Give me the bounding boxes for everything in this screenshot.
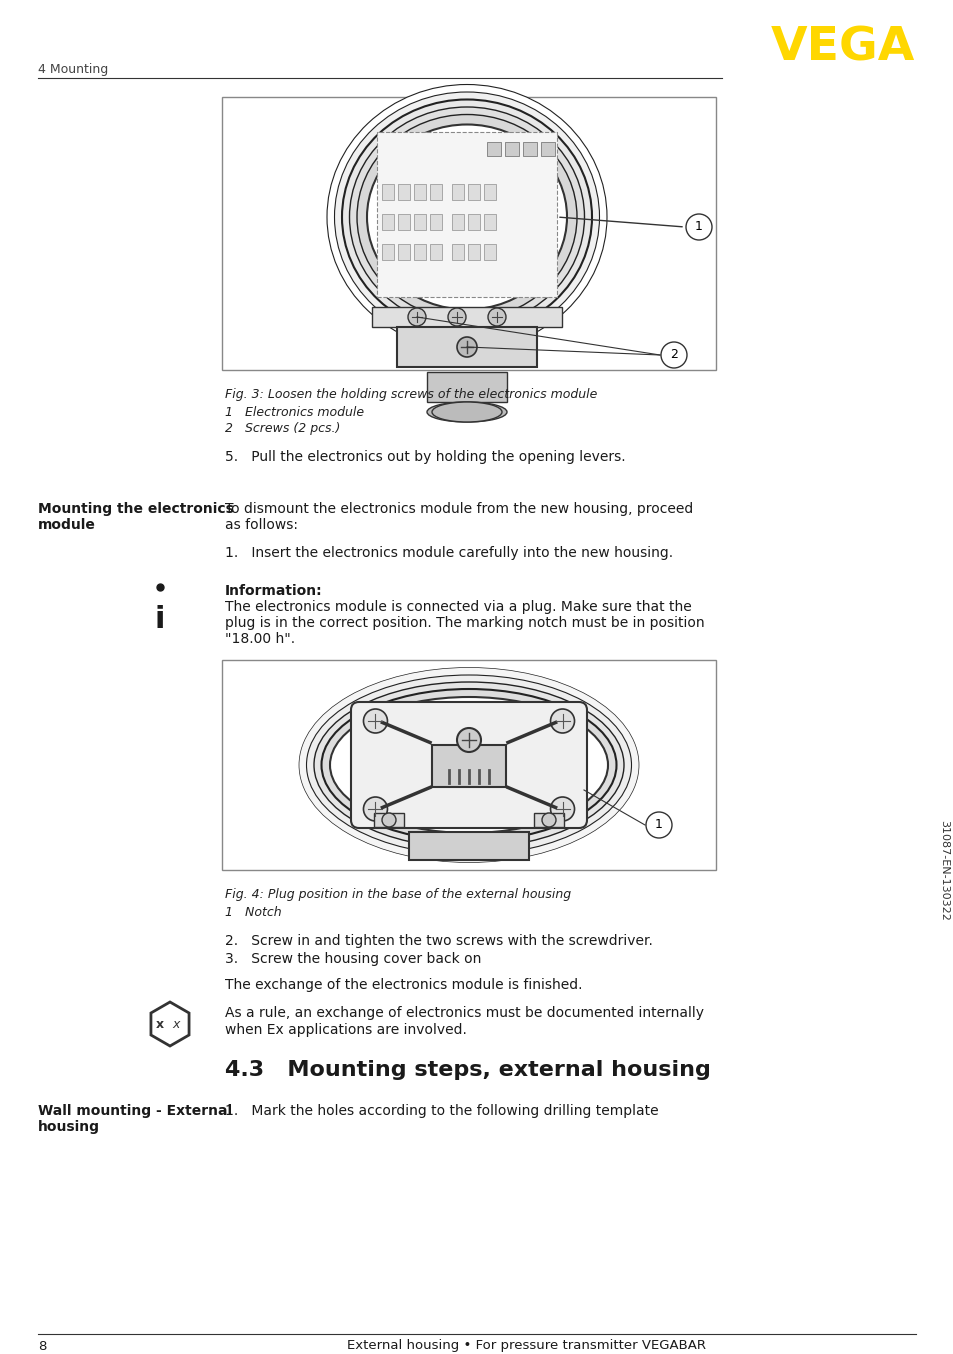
Text: To dismount the electronics module from the new housing, proceed: To dismount the electronics module from … bbox=[225, 502, 693, 516]
Circle shape bbox=[363, 709, 387, 733]
Bar bbox=[534, 812, 563, 827]
Text: Fig. 3: Loosen the holding screws of the electronics module: Fig. 3: Loosen the holding screws of the… bbox=[225, 389, 597, 401]
Bar bbox=[409, 831, 529, 860]
Bar bbox=[483, 214, 496, 230]
Text: plug is in the correct position. The marking notch must be in position: plug is in the correct position. The mar… bbox=[225, 616, 704, 630]
Bar bbox=[414, 184, 426, 200]
Bar bbox=[430, 184, 441, 200]
Text: "18.00 h".: "18.00 h". bbox=[225, 632, 294, 646]
Circle shape bbox=[408, 307, 426, 326]
Bar bbox=[381, 244, 394, 260]
Text: VEGA: VEGA bbox=[770, 26, 914, 70]
Ellipse shape bbox=[335, 92, 598, 343]
Bar bbox=[222, 97, 716, 370]
Bar bbox=[452, 244, 463, 260]
Ellipse shape bbox=[321, 689, 616, 841]
Ellipse shape bbox=[349, 107, 584, 328]
Ellipse shape bbox=[330, 697, 607, 833]
Ellipse shape bbox=[327, 84, 606, 349]
Bar bbox=[452, 184, 463, 200]
Bar bbox=[452, 214, 463, 230]
Circle shape bbox=[550, 709, 574, 733]
Bar bbox=[376, 131, 557, 297]
Circle shape bbox=[488, 307, 505, 326]
Bar bbox=[483, 184, 496, 200]
Bar bbox=[381, 184, 394, 200]
Ellipse shape bbox=[298, 668, 639, 862]
Bar bbox=[468, 244, 479, 260]
Bar bbox=[397, 184, 410, 200]
Text: The exchange of the electronics module is finished.: The exchange of the electronics module i… bbox=[225, 978, 582, 992]
Text: Fig. 4: Plug position in the base of the external housing: Fig. 4: Plug position in the base of the… bbox=[225, 888, 571, 900]
Circle shape bbox=[645, 812, 671, 838]
Bar bbox=[468, 214, 479, 230]
Bar bbox=[414, 244, 426, 260]
Circle shape bbox=[550, 798, 574, 821]
Text: 4.3   Mounting steps, external housing: 4.3 Mounting steps, external housing bbox=[225, 1060, 710, 1080]
Bar bbox=[468, 184, 479, 200]
Bar bbox=[522, 142, 537, 156]
FancyBboxPatch shape bbox=[432, 745, 505, 787]
Text: when Ex applications are involved.: when Ex applications are involved. bbox=[225, 1024, 466, 1037]
Ellipse shape bbox=[314, 682, 623, 848]
Bar bbox=[427, 372, 506, 402]
Ellipse shape bbox=[432, 402, 501, 422]
Text: Mounting the electronics: Mounting the electronics bbox=[38, 502, 233, 516]
Bar bbox=[486, 142, 500, 156]
Circle shape bbox=[448, 307, 465, 326]
Text: 31087-EN-130322: 31087-EN-130322 bbox=[938, 819, 948, 921]
Text: x: x bbox=[155, 1017, 164, 1030]
Text: External housing • For pressure transmitter VEGABAR: External housing • For pressure transmit… bbox=[347, 1339, 706, 1353]
Polygon shape bbox=[151, 1002, 189, 1047]
Text: 1   Notch: 1 Notch bbox=[225, 906, 281, 919]
Ellipse shape bbox=[341, 99, 592, 334]
Circle shape bbox=[381, 812, 395, 827]
Text: x: x bbox=[172, 1017, 179, 1030]
Ellipse shape bbox=[356, 115, 577, 320]
Bar bbox=[397, 214, 410, 230]
Text: 5.   Pull the electronics out by holding the opening levers.: 5. Pull the electronics out by holding t… bbox=[225, 450, 625, 464]
Bar bbox=[430, 244, 441, 260]
FancyBboxPatch shape bbox=[351, 701, 586, 829]
Text: 1: 1 bbox=[655, 819, 662, 831]
Text: As a rule, an exchange of electronics must be documented internally: As a rule, an exchange of electronics mu… bbox=[225, 1006, 703, 1020]
Text: 1   Electronics module: 1 Electronics module bbox=[225, 406, 364, 418]
Bar bbox=[540, 142, 555, 156]
Bar bbox=[381, 214, 394, 230]
Text: 2   Screws (2 pcs.): 2 Screws (2 pcs.) bbox=[225, 422, 340, 435]
Text: 4 Mounting: 4 Mounting bbox=[38, 64, 108, 76]
Circle shape bbox=[660, 343, 686, 368]
Text: housing: housing bbox=[38, 1120, 100, 1135]
Text: The electronics module is connected via a plug. Make sure that the: The electronics module is connected via … bbox=[225, 600, 691, 613]
Text: module: module bbox=[38, 519, 95, 532]
Ellipse shape bbox=[427, 402, 506, 422]
Ellipse shape bbox=[306, 676, 631, 854]
Text: 1.   Mark the holes according to the following drilling template: 1. Mark the holes according to the follo… bbox=[225, 1104, 658, 1118]
Bar bbox=[430, 214, 441, 230]
Circle shape bbox=[685, 214, 711, 240]
Bar bbox=[414, 214, 426, 230]
Bar bbox=[397, 244, 410, 260]
Bar bbox=[372, 307, 561, 328]
Ellipse shape bbox=[367, 125, 566, 310]
Circle shape bbox=[456, 337, 476, 357]
Text: 1: 1 bbox=[695, 221, 702, 233]
Bar bbox=[483, 244, 496, 260]
Text: as follows:: as follows: bbox=[225, 519, 297, 532]
Text: 1.   Insert the electronics module carefully into the new housing.: 1. Insert the electronics module careful… bbox=[225, 546, 673, 561]
Text: i: i bbox=[154, 605, 165, 634]
Text: Information:: Information: bbox=[225, 584, 322, 598]
Bar bbox=[222, 659, 716, 871]
Text: 3.   Screw the housing cover back on: 3. Screw the housing cover back on bbox=[225, 952, 481, 965]
Circle shape bbox=[363, 798, 387, 821]
Bar bbox=[396, 328, 537, 367]
Circle shape bbox=[541, 812, 556, 827]
Text: Wall mounting - External: Wall mounting - External bbox=[38, 1104, 232, 1118]
Text: 2: 2 bbox=[669, 348, 678, 362]
Bar bbox=[504, 142, 518, 156]
Text: 2.   Screw in and tighten the two screws with the screwdriver.: 2. Screw in and tighten the two screws w… bbox=[225, 934, 652, 948]
Bar bbox=[374, 812, 403, 827]
Circle shape bbox=[456, 728, 480, 751]
Text: 8: 8 bbox=[38, 1339, 47, 1353]
